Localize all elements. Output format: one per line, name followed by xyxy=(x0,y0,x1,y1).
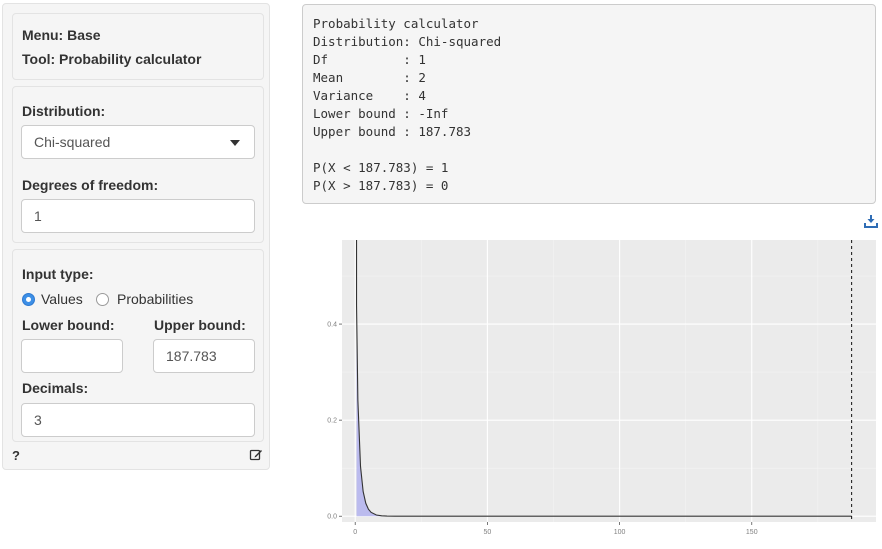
edit-icon[interactable] xyxy=(249,448,263,462)
upper-bound-value: 187.783 xyxy=(166,348,217,364)
tool-label: Tool: Probability calculator xyxy=(22,51,202,67)
radio-probabilities-label[interactable]: Probabilities xyxy=(117,291,194,307)
y-tick-label: 0.2 xyxy=(327,418,337,425)
lower-bound-input[interactable] xyxy=(21,339,123,373)
decimals-input[interactable]: 3 xyxy=(21,403,255,437)
radio-values[interactable] xyxy=(22,293,35,306)
input-well: Input type: Values Probabilities Lower b… xyxy=(12,249,264,442)
density-line xyxy=(355,240,852,517)
output-line: Distribution: Chi-squared xyxy=(313,34,502,49)
x-tick-label: 0 xyxy=(353,529,357,536)
output-line: Variance : 4 xyxy=(313,88,426,103)
output-line: Lower bound : -Inf xyxy=(313,106,449,121)
menu-label: Menu: Base xyxy=(22,27,101,43)
distribution-well: Distribution: Chi-squared Degrees of fre… xyxy=(12,86,264,243)
output-line: P(X > 187.783) = 0 xyxy=(313,178,449,193)
distribution-select[interactable]: Chi-squared xyxy=(21,125,255,159)
output-line: Df : 1 xyxy=(313,52,426,67)
df-value: 1 xyxy=(34,208,42,224)
x-tick-label: 50 xyxy=(483,529,491,536)
download-icon[interactable] xyxy=(864,214,878,228)
distribution-label: Distribution: xyxy=(22,103,106,119)
sidebar-panel: Menu: Base Tool: Probability calculator … xyxy=(2,3,270,470)
output-line: Upper bound : 187.783 xyxy=(313,124,472,139)
df-label: Degrees of freedom: xyxy=(22,177,159,193)
output-line: P(X < 187.783) = 1 xyxy=(313,160,449,175)
question-icon[interactable]: ? xyxy=(12,448,20,463)
probability-chart: 0 50 100 150 0.0 0.2 0.4 xyxy=(327,240,876,536)
y-tick-label: 0.4 xyxy=(327,322,337,329)
menu-info-well: Menu: Base Tool: Probability calculator xyxy=(12,13,264,80)
upper-bound-label: Upper bound: xyxy=(154,317,246,333)
input-type-label: Input type: xyxy=(22,266,94,282)
x-tick-label: 150 xyxy=(746,529,758,536)
chevron-down-icon xyxy=(230,140,240,146)
plot-panel xyxy=(342,240,876,522)
df-input[interactable]: 1 xyxy=(21,199,255,233)
output-line: Probability calculator xyxy=(313,16,479,31)
output-line xyxy=(313,141,865,159)
decimals-label: Decimals: xyxy=(22,380,89,396)
radio-probabilities[interactable] xyxy=(96,293,109,306)
distribution-selected-value: Chi-squared xyxy=(34,134,111,150)
radio-values-label[interactable]: Values xyxy=(41,291,83,307)
output-line: Mean : 2 xyxy=(313,70,426,85)
x-tick-label: 100 xyxy=(614,529,626,536)
output-panel: Probability calculator Distribution: Chi-… xyxy=(302,4,876,204)
upper-bound-input[interactable]: 187.783 xyxy=(153,339,255,373)
decimals-value: 3 xyxy=(34,412,42,428)
lower-bound-label: Lower bound: xyxy=(22,317,115,333)
y-tick-label: 0.0 xyxy=(327,514,337,521)
